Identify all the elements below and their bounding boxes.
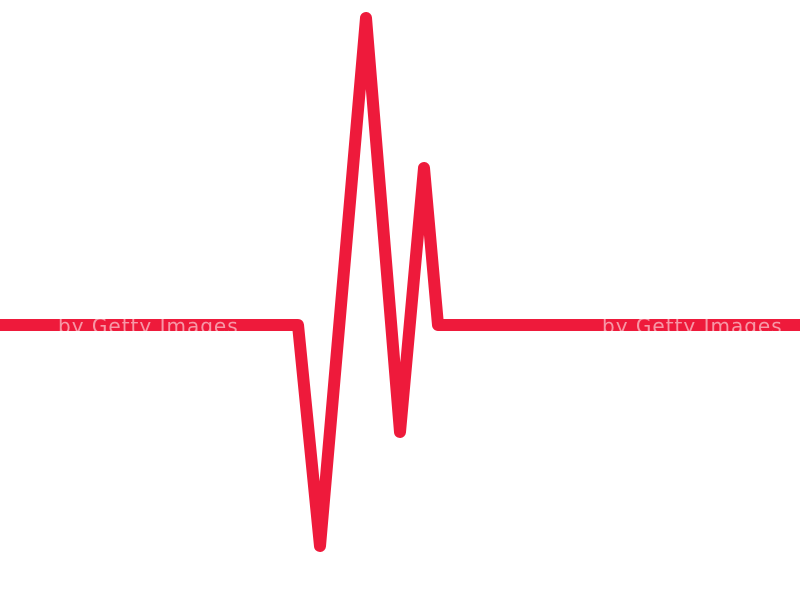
watermark-left: by Getty Images bbox=[58, 314, 239, 338]
watermark-right: by Getty Images bbox=[602, 314, 783, 338]
pulse-line bbox=[0, 12, 800, 552]
